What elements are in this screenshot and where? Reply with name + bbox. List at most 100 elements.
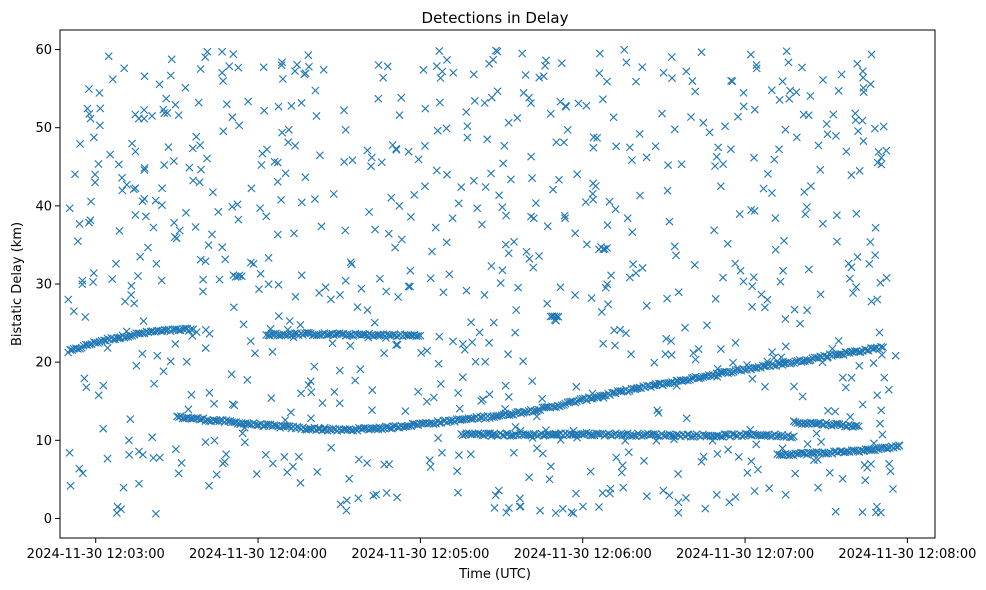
detection-marker [579,502,587,511]
detection-marker [65,204,74,213]
detection-marker [284,138,293,147]
detection-marker [853,59,862,68]
detection-marker [401,407,410,416]
detection-marker [175,226,184,235]
detection-marker [796,319,805,328]
detection-marker [879,343,888,352]
detection-marker [699,452,708,461]
detection-marker [832,211,841,220]
detection-marker [340,106,348,115]
detection-marker [380,460,389,469]
detection-marker [297,389,306,398]
detection-marker [546,312,555,321]
detection-marker [545,475,554,484]
detection-marker [755,431,764,440]
detection-marker [870,124,879,133]
detection-marker [454,199,463,208]
detection-marker [611,341,619,350]
detection-marker [127,290,136,299]
detection-marker [280,452,289,461]
detection-marker [731,338,740,347]
detection-marker [345,474,354,483]
detection-marker [125,450,134,459]
detection-marker [781,125,790,134]
detection-marker [69,307,78,316]
detection-marker [393,493,402,502]
detection-marker [375,274,384,283]
detection-marker [824,449,833,458]
detection-marker [622,58,631,67]
detection-marker [356,365,365,374]
detection-marker [713,364,722,373]
detection-marker [201,438,210,447]
detection-marker [833,448,842,457]
detection-marker [104,52,113,61]
detection-marker [380,349,389,358]
detection-marker [829,110,838,119]
detection-marker [91,178,100,187]
detection-marker [858,116,867,125]
x-tick-label: 2024-11-30 12:06:00 [514,547,652,562]
detection-marker [818,219,827,228]
detection-marker [354,494,363,503]
detection-marker [136,252,145,261]
detection-marker [617,468,626,477]
detection-marker [124,436,133,445]
scatter-points [64,45,904,518]
detection-marker [510,237,518,246]
detection-marker [189,325,198,334]
detection-marker [335,399,344,408]
detection-marker [439,288,448,297]
detection-marker [87,197,95,206]
detection-marker [433,126,442,135]
detection-marker [713,372,722,381]
detection-marker [622,329,630,338]
detection-marker [589,133,598,142]
detection-marker [559,138,568,147]
detection-marker [768,348,777,357]
detection-marker [321,283,330,292]
detection-marker [843,447,852,456]
detection-marker [203,47,212,56]
detection-marker [877,153,886,162]
detection-marker [262,212,271,221]
detection-marker [490,503,499,512]
detection-marker [171,445,180,454]
detection-marker [196,141,205,150]
detection-marker [487,169,495,178]
detection-marker [632,269,640,278]
detection-marker [176,326,185,335]
detection-marker [185,163,194,172]
detection-marker [739,102,748,111]
detection-marker [561,101,570,110]
detection-marker [789,417,798,426]
detection-marker [574,99,583,108]
detection-marker [166,357,175,366]
detection-marker [435,332,444,341]
detection-marker [858,400,867,409]
detection-marker [557,59,566,68]
detection-marker [763,169,772,178]
detection-marker [763,357,772,366]
detection-marker [885,459,894,468]
detection-marker [651,142,660,151]
detection-marker [297,98,306,107]
detection-marker [75,464,84,473]
detection-marker [701,504,710,513]
detection-marker [162,94,171,103]
detection-marker [603,221,612,230]
detection-marker [406,266,415,275]
detection-marker [500,141,509,150]
detection-marker [752,61,761,69]
detection-marker [714,143,723,152]
detection-marker [208,188,217,197]
detection-marker [607,271,616,280]
detection-marker [274,312,283,321]
detection-marker [264,253,273,262]
y-axis-label: Bistatic Delay (km) [10,222,25,346]
detection-marker [187,390,196,399]
detection-marker [674,498,683,507]
detection-marker [460,345,469,354]
y-axis-ticks: 0 10 20 30 40 50 60 [35,43,60,527]
detection-marker [127,281,136,290]
